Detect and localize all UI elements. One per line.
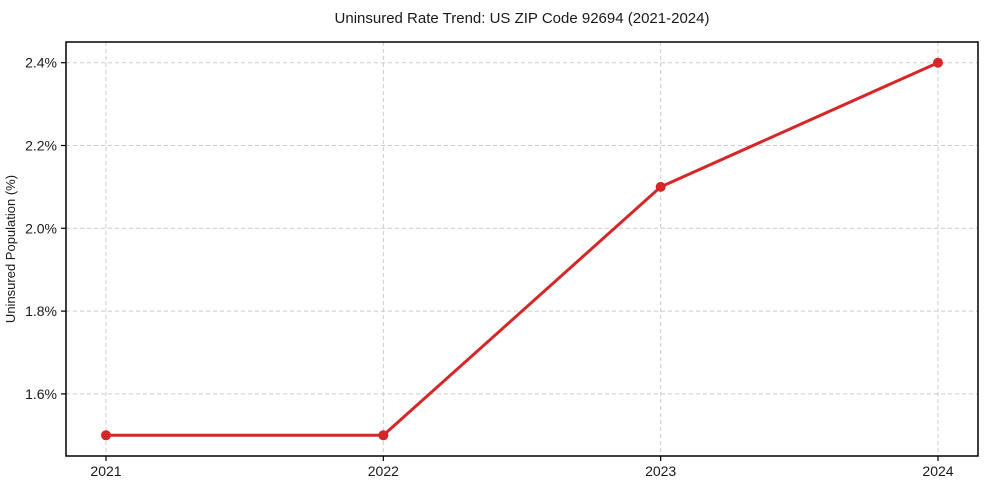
trend-line [104,61,940,437]
axes: 2021 2022 2023 2024 1.6% 1.8% 2.0% 2.2% 2.4% [25,41,979,479]
y-tick-label: 2.0% [25,220,57,236]
chart-title: Uninsured Rate Trend: US ZIP Code 92694 … [335,10,710,27]
y-tick-label: 1.6% [25,386,57,402]
y-axis-label: Uninsured Population (%) [3,175,18,323]
data-point [101,430,111,441]
plot-border [65,41,979,457]
data-series [101,57,943,441]
data-point [655,181,666,192]
y-tick-label: 2.2% [25,138,57,154]
gridlines [66,42,978,456]
y-tick-label: 1.8% [25,303,57,319]
data-point [378,430,389,441]
data-point [933,57,943,68]
y-tick-label: 2.4% [25,55,57,71]
x-tick-label: 2023 [645,463,676,479]
x-tick-label: 2024 [922,463,953,479]
x-tick-label: 2022 [368,463,399,479]
x-tick-label: 2021 [90,463,121,479]
